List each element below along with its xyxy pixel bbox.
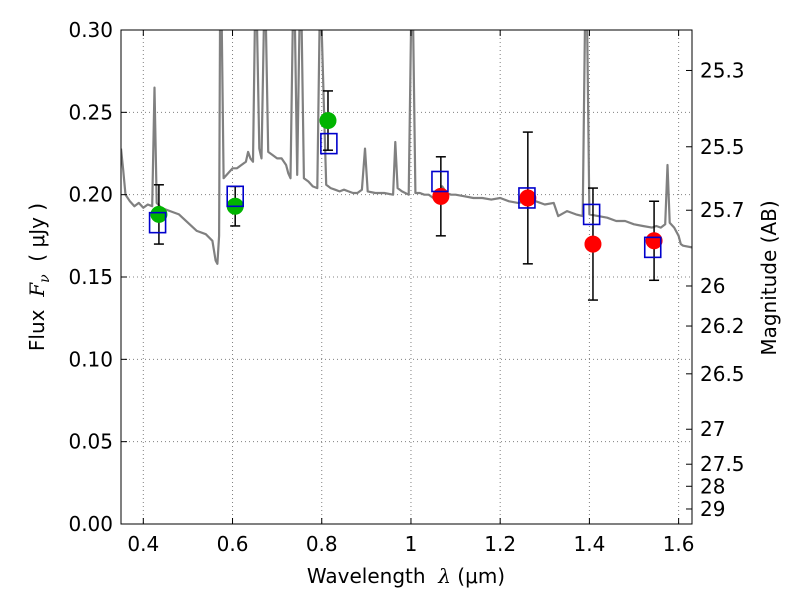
x-tick-label: 0.6 — [217, 532, 249, 556]
magnitude-tick-label: 25.7 — [700, 198, 745, 222]
plot-area — [121, 30, 692, 301]
y-tick-label: 0.20 — [68, 183, 113, 207]
model-photometry-square — [320, 132, 338, 155]
magnitude-tick-label: 26.2 — [700, 314, 745, 338]
y-tick-label: 0.25 — [68, 100, 113, 124]
x-tick-label: 1 — [405, 532, 418, 556]
magnitude-tick-label: 27.5 — [700, 452, 745, 476]
model-photometry-square — [431, 170, 449, 193]
magnitude-tick-label: 25.3 — [700, 58, 745, 82]
x-tick-label: 0.4 — [127, 532, 159, 556]
y-tick-label: 0.15 — [68, 265, 113, 289]
magnitude-tick-label: 29 — [700, 497, 725, 521]
magnitude-tick-label: 26.5 — [700, 362, 745, 386]
magnitude-tick-label: 27 — [700, 417, 725, 441]
model-photometry-square — [148, 211, 167, 234]
y-axis-label: Flux Fν ( μJy ) — [25, 203, 53, 351]
y-tick-label: 0.30 — [68, 18, 113, 42]
magnitude-tick-label: 28 — [700, 474, 725, 498]
y-tick-labels: 0.00 0.05 0.10 0.15 0.20 0.25 0.30 — [68, 18, 113, 536]
magnitude-tick-label: 26 — [700, 274, 725, 298]
x-tick-label: 1.2 — [484, 532, 516, 556]
x-tick-label: 1.4 — [573, 532, 605, 556]
model-spectrum-line — [121, 30, 692, 265]
y2-axis-label: Magnitude (AB) — [757, 200, 781, 355]
red-data-point — [584, 235, 602, 253]
model-photometry-square — [518, 187, 536, 209]
x-tick-label: 0.8 — [306, 532, 338, 556]
model-photometry-square — [643, 236, 662, 259]
y-tick-label: 0.05 — [68, 430, 113, 454]
red-data-point — [432, 187, 450, 205]
red-data-point — [519, 189, 537, 207]
axis-ticks — [121, 29, 692, 525]
red-data-point — [645, 232, 663, 250]
model-photometry-square — [582, 203, 601, 226]
x-axis-label: Wavelength λ (μm) — [307, 564, 505, 588]
markers — [148, 112, 663, 259]
green-data-point — [150, 205, 168, 223]
y-tick-label: 0.10 — [68, 347, 113, 371]
x-tick-labels: 0.4 0.6 0.8 1 1.2 1.4 1.6 — [127, 532, 694, 556]
green-data-point — [319, 112, 337, 130]
y-tick-label: 0.00 — [68, 512, 113, 536]
x-tick-label: 1.6 — [663, 532, 695, 556]
magnitude-tick-label: 25.5 — [700, 135, 745, 159]
model-photometry-square — [226, 185, 244, 208]
